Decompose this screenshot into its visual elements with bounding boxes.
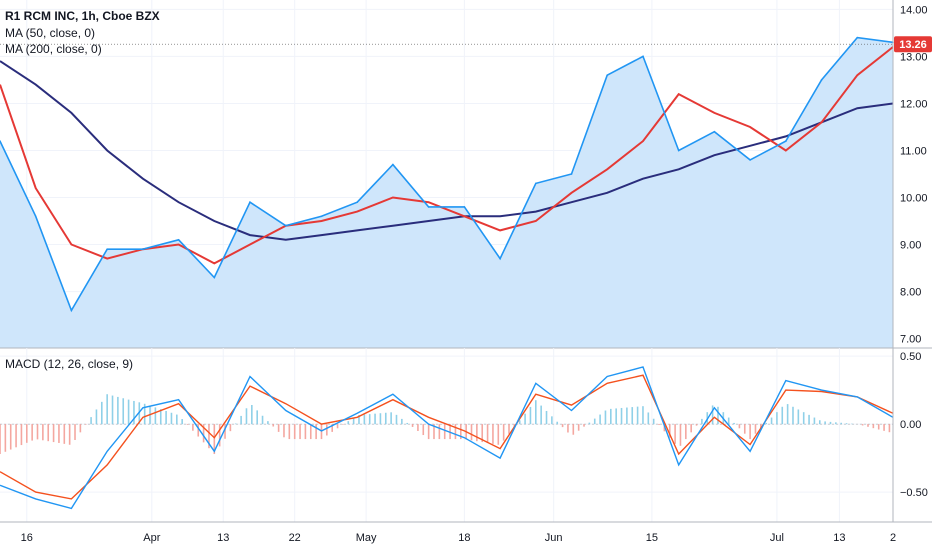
price-point xyxy=(427,206,430,208)
legend-ma200: MA (200, close, 0) xyxy=(5,42,102,56)
macd-line xyxy=(0,366,894,510)
price-point xyxy=(820,79,823,81)
price-point xyxy=(749,159,751,161)
macd-tick-label: 0.50 xyxy=(900,351,921,363)
last-price-badge-bg xyxy=(894,36,932,53)
price-point xyxy=(142,248,144,251)
time-tick-label: 2 xyxy=(890,532,896,544)
time-tick-label: 18 xyxy=(458,532,470,544)
price-tick-label: 9.00 xyxy=(900,240,921,252)
time-tick-label: 22 xyxy=(289,532,301,544)
macd-tick-label: 0.00 xyxy=(900,419,921,431)
price-point xyxy=(177,239,180,241)
macd-tick-label: −0.50 xyxy=(900,487,928,499)
macd-pane xyxy=(0,348,894,522)
price-point xyxy=(356,201,359,204)
legend-macd: MACD (12, 26, close, 9) xyxy=(5,357,133,371)
price-tick-label: 12.00 xyxy=(900,98,928,110)
time-tick-label: 13 xyxy=(833,532,845,544)
price-tick-label: 8.00 xyxy=(900,287,921,299)
price-point xyxy=(535,182,537,185)
price-point xyxy=(570,173,573,175)
price-point xyxy=(213,276,216,279)
legend-ma50: MA (50, close, 0) xyxy=(5,26,95,40)
price-point xyxy=(713,130,716,133)
price-points xyxy=(0,36,894,312)
price-line xyxy=(0,36,894,313)
price-point xyxy=(0,140,1,142)
signal-line xyxy=(0,374,894,500)
price-point xyxy=(284,224,287,227)
price-point xyxy=(34,215,37,218)
price-area-fill xyxy=(0,37,893,348)
time-tick-label: 16 xyxy=(21,532,33,544)
price-tick-label: 13.00 xyxy=(900,51,928,63)
price-axis-ticks: 14.00 13.00 12.00 11.00 10.00 9.00 8.00 7.00 xyxy=(900,4,928,345)
price-point xyxy=(856,36,859,39)
time-axis-ticks: 16 Apr 13 22 May 18 Jun 15 Jul 13 2 xyxy=(21,532,896,544)
ma200-line xyxy=(0,60,894,241)
macd-histogram xyxy=(0,394,891,455)
price-point xyxy=(642,55,644,58)
macd-axis-ticks: 0.50 0.00 −0.50 xyxy=(900,351,928,499)
time-tick-label: May xyxy=(356,532,377,544)
price-point xyxy=(499,257,501,260)
price-point xyxy=(677,149,680,152)
time-tick-label: Apr xyxy=(143,532,160,544)
price-tick-label: 7.00 xyxy=(900,334,921,346)
price-tick-label: 10.00 xyxy=(900,193,928,205)
price-point xyxy=(320,215,323,218)
price-point xyxy=(785,140,787,142)
price-point xyxy=(606,74,609,77)
last-price-badge: 13.26 xyxy=(894,36,932,53)
time-tick-label: Jun xyxy=(545,532,563,544)
time-tick-label: 15 xyxy=(646,532,658,544)
price-pane xyxy=(0,0,894,348)
time-tick-label: Jul xyxy=(770,532,784,544)
price-point xyxy=(70,309,73,312)
price-point xyxy=(249,201,251,204)
price-tick-label: 14.00 xyxy=(900,4,928,16)
legend-title: R1 RCM INC, 1h, Cboe BZX xyxy=(5,9,160,23)
price-point xyxy=(106,248,108,251)
price-point xyxy=(463,206,466,208)
time-tick-label: 13 xyxy=(217,532,229,544)
price-tick-label: 11.00 xyxy=(900,145,927,157)
last-price-badge-label: 13.26 xyxy=(899,39,927,51)
price-point xyxy=(392,163,394,166)
